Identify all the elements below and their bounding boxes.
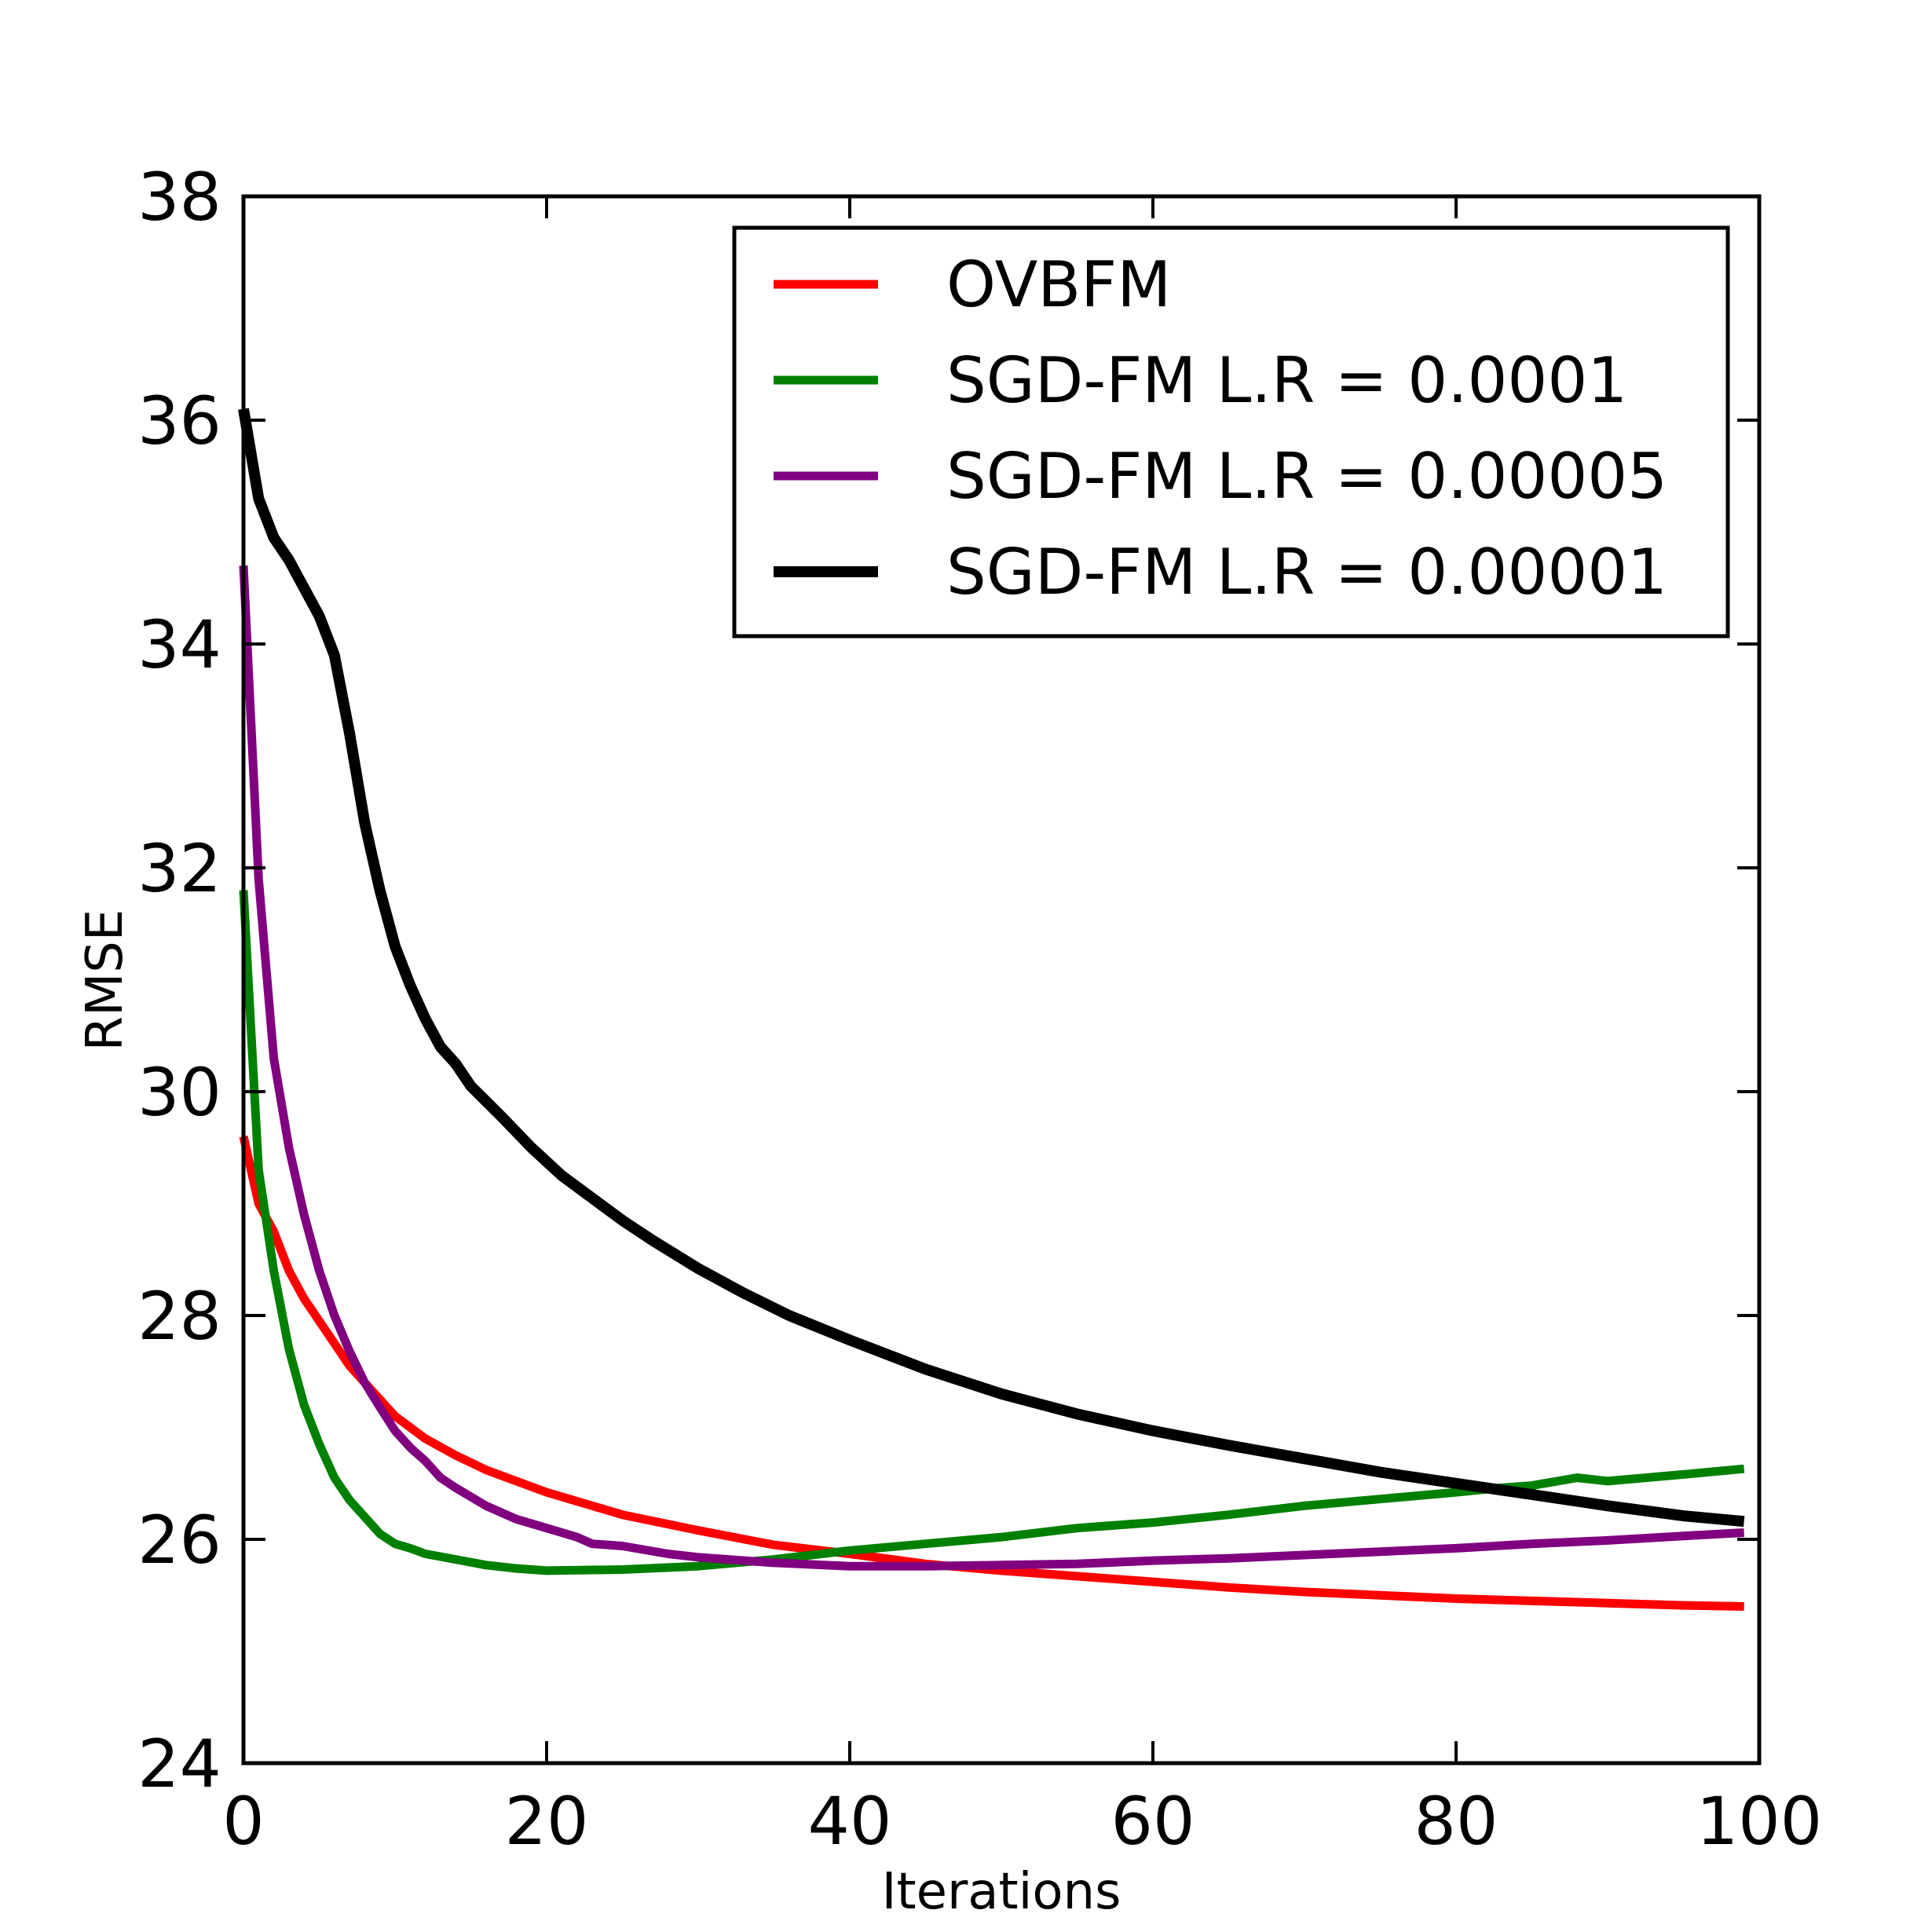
legend-label-2: SGD-FM L.R = 0.0001	[946, 344, 1627, 417]
series-line-1	[239, 1135, 1744, 1611]
y-tick-label: 38	[137, 159, 221, 236]
y-axis-label: RMSE	[76, 909, 134, 1052]
x-tick-label: 100	[1696, 1783, 1822, 1860]
y-tick-label: 30	[137, 1054, 221, 1131]
y-tick-label: 34	[137, 606, 221, 683]
y-tick-label: 26	[137, 1502, 221, 1579]
legend-label-4: SGD-FM L.R = 0.00001	[946, 536, 1667, 609]
legend-label-3: SGD-FM L.R = 0.00005	[946, 440, 1667, 513]
series-line-3	[239, 565, 1744, 1571]
plot-frame	[241, 194, 1762, 1766]
axis-ticks: 0 20 40 60 80 100 24 26 28 30 32 34 36 38	[137, 159, 1822, 1860]
y-tick-label: 24	[137, 1725, 221, 1802]
y-tick-label: 32	[137, 830, 221, 907]
legend-box	[732, 225, 1730, 639]
x-tick-label: 20	[505, 1783, 589, 1860]
legend: OVBFM SGD-FM L.R = 0.0001 SGD-FM L.R = 0.0…	[732, 225, 1730, 639]
x-tick-label: 80	[1414, 1783, 1498, 1860]
legend-label-1: OVBFM	[946, 248, 1171, 321]
x-tick-label: 60	[1111, 1783, 1195, 1860]
x-axis-label: Iterations	[882, 1863, 1122, 1921]
series-line-2	[239, 890, 1745, 1575]
x-tick-label: 0	[222, 1783, 264, 1860]
x-tick-label: 40	[808, 1783, 892, 1860]
y-tick-label: 36	[137, 382, 221, 459]
series-line-4	[238, 408, 1745, 1528]
series-lines	[238, 408, 1745, 1611]
y-tick-label: 28	[137, 1278, 221, 1355]
